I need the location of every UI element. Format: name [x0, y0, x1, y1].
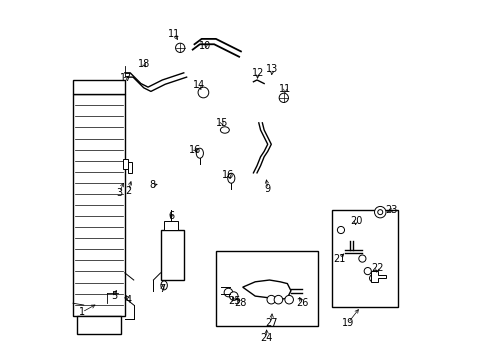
Circle shape [198, 87, 208, 98]
Circle shape [377, 210, 382, 215]
Text: 27: 27 [264, 318, 277, 328]
Text: 11: 11 [279, 84, 291, 94]
Text: 18: 18 [137, 59, 150, 69]
Bar [73, 80, 124, 94]
Polygon shape [242, 280, 290, 300]
Bar [216, 251, 317, 327]
Text: 14: 14 [192, 80, 204, 90]
Circle shape [374, 206, 385, 218]
Text: 21: 21 [332, 253, 345, 264]
Circle shape [175, 43, 184, 53]
Text: 25: 25 [228, 296, 240, 306]
Circle shape [285, 296, 293, 304]
Text: 7: 7 [159, 284, 165, 294]
Circle shape [274, 296, 282, 304]
Text: 16: 16 [189, 145, 201, 155]
Text: 3: 3 [116, 188, 122, 198]
Bar [73, 94, 124, 316]
Text: 6: 6 [168, 211, 174, 221]
Text: 2: 2 [125, 186, 131, 196]
Ellipse shape [220, 127, 229, 133]
Text: 24: 24 [260, 333, 272, 343]
Bar [160, 230, 183, 280]
Bar [77, 316, 121, 334]
Text: 26: 26 [296, 298, 308, 308]
Circle shape [224, 288, 232, 297]
Ellipse shape [161, 281, 167, 290]
Text: 13: 13 [265, 64, 278, 74]
Circle shape [266, 296, 275, 304]
Text: 4: 4 [125, 295, 131, 305]
Text: 5: 5 [111, 291, 117, 301]
Text: 9: 9 [264, 184, 270, 194]
Circle shape [358, 255, 365, 262]
Ellipse shape [196, 148, 203, 158]
Bar [164, 221, 178, 230]
Bar [331, 210, 397, 307]
Text: 23: 23 [385, 205, 397, 215]
Polygon shape [128, 162, 132, 173]
Circle shape [337, 226, 344, 234]
Text: 22: 22 [370, 262, 383, 273]
Circle shape [369, 275, 376, 282]
Text: 20: 20 [349, 216, 362, 226]
Text: 16: 16 [222, 170, 234, 180]
Text: 8: 8 [149, 180, 155, 190]
Text: 17: 17 [120, 73, 132, 83]
Polygon shape [370, 271, 385, 282]
Text: 19: 19 [341, 318, 353, 328]
Text: 28: 28 [234, 298, 246, 308]
Ellipse shape [227, 173, 234, 183]
Text: 10: 10 [199, 41, 211, 51]
Text: 12: 12 [251, 68, 264, 78]
Text: 11: 11 [167, 28, 180, 39]
Text: 15: 15 [215, 118, 228, 128]
Polygon shape [123, 158, 128, 169]
Circle shape [279, 93, 288, 103]
Text: 1: 1 [79, 307, 85, 317]
Circle shape [229, 292, 238, 300]
Circle shape [364, 267, 370, 275]
